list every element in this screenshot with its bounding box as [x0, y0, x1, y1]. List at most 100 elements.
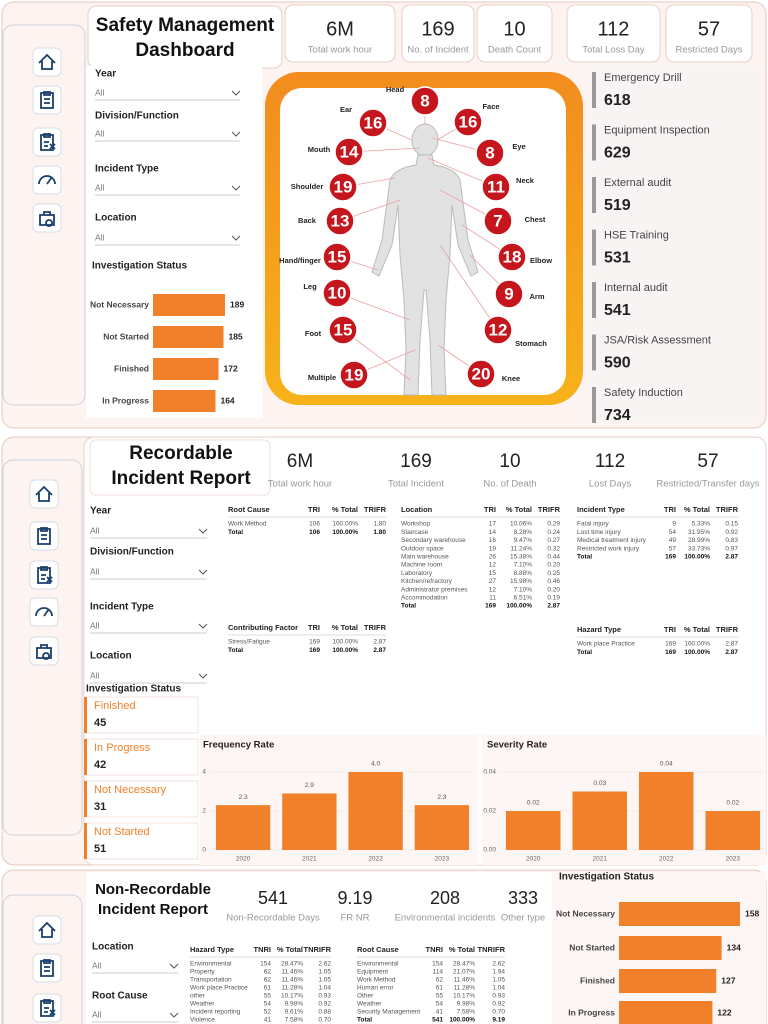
- table-cell: 169: [665, 649, 676, 656]
- dropdown-chevron[interactable]: [231, 185, 241, 191]
- table-cell: 2.87: [725, 649, 738, 656]
- filter-label: Incident Type: [90, 602, 154, 613]
- table-cell: 33.73%: [688, 545, 710, 552]
- table-cell: 26: [489, 554, 497, 561]
- table-cell: Total: [577, 649, 592, 656]
- activity-value: 519: [604, 197, 631, 214]
- y-tick-label: 4: [202, 769, 206, 776]
- activity-label: JSA/Risk Assessment: [604, 334, 711, 346]
- table-cell: 9: [672, 521, 676, 528]
- dropdown-chevron[interactable]: [231, 131, 241, 137]
- table-cell: 0.92: [318, 1001, 331, 1008]
- table-cell: 11.28%: [453, 985, 475, 992]
- table-header: TRIFR: [538, 505, 561, 514]
- dropdown-chevron[interactable]: [198, 569, 208, 575]
- nav-icon[interactable]: [29, 479, 59, 509]
- body-part-label: Leg: [303, 282, 317, 291]
- bar: [348, 772, 403, 850]
- nav-icon[interactable]: [32, 165, 62, 195]
- data-label: 0.04: [660, 761, 673, 768]
- filter-value: All: [90, 620, 100, 630]
- table-cell: Other: [357, 993, 374, 1000]
- dashboard-title: Recordable Incident Report: [111, 443, 251, 489]
- x-tick-label: 2023: [726, 856, 741, 863]
- body-marker: [494, 279, 524, 309]
- activity-bar: [592, 282, 596, 318]
- activity-value: 531: [604, 250, 631, 267]
- table-cell: 0.93: [318, 993, 331, 1000]
- filter-label: Location: [95, 213, 137, 224]
- body-count: 16: [459, 112, 478, 131]
- x-tick-label: 2021: [302, 856, 317, 863]
- filter-label: Division/Function: [95, 111, 179, 122]
- body-part-label: Neck: [516, 176, 535, 185]
- dropdown-chevron[interactable]: [169, 1012, 179, 1018]
- body-count: 16: [364, 113, 383, 132]
- body-part-label: Elbow: [530, 256, 552, 265]
- nav-glyph: [37, 527, 51, 545]
- dropdown-chevron[interactable]: [169, 963, 179, 969]
- table-cell: 169: [665, 554, 676, 561]
- dropdown-chevron[interactable]: [198, 623, 208, 629]
- dashboard-title: Safety Management Dashboard: [95, 15, 275, 61]
- nav-icon[interactable]: [32, 47, 62, 77]
- nav-icon[interactable]: [32, 953, 62, 983]
- table-cell: 169: [665, 641, 676, 648]
- body-part-label: Chest: [525, 215, 546, 224]
- table-cell: Total: [401, 603, 416, 610]
- data-label: 2.9: [305, 782, 314, 789]
- y-tick-label: 2: [202, 808, 206, 815]
- nav-icon[interactable]: [32, 85, 62, 115]
- table-cell: Secondary warehouse: [401, 537, 466, 544]
- table-cell: 57: [669, 545, 677, 552]
- table-cell: 62: [264, 977, 272, 984]
- table-cell: Total: [228, 529, 243, 536]
- table-cell: 31.95%: [688, 529, 710, 536]
- table-cell: 6.51%: [514, 595, 533, 602]
- nav-glyph: [35, 485, 53, 502]
- table-cell: 15: [489, 570, 497, 577]
- table-cell: 2.62: [318, 961, 331, 968]
- table-cell: 114: [433, 969, 444, 976]
- y-tick-label: 0: [202, 847, 206, 854]
- x-tick-label: 2022: [659, 856, 674, 863]
- x-tick-label: 2021: [593, 856, 608, 863]
- dropdown-chevron[interactable]: [198, 528, 208, 534]
- nav-icon[interactable]: [29, 521, 59, 551]
- table-cell: Property: [190, 969, 215, 976]
- table-header: TNRI: [254, 945, 272, 954]
- body-marker: [322, 242, 352, 272]
- table-cell: 169: [309, 639, 320, 646]
- kpi-value: 10: [503, 18, 525, 40]
- table-cell: Fatal injury: [577, 521, 610, 528]
- nav-icon[interactable]: [29, 597, 59, 627]
- table-cell: Weather: [357, 1001, 382, 1008]
- chart-title: Severity Rate: [487, 740, 547, 751]
- table-header: TRIFR: [716, 625, 739, 634]
- y-tick-label: In Progress: [568, 1007, 615, 1017]
- kpi-card: [401, 4, 475, 63]
- table-cell: 2.87: [373, 647, 386, 654]
- bar: [215, 805, 271, 850]
- dropdown-chevron[interactable]: [198, 673, 208, 679]
- nav-icon[interactable]: [29, 636, 59, 666]
- table-cell: 169: [485, 603, 496, 610]
- table-cell: Staircase: [401, 529, 428, 536]
- table-header: % Total: [684, 505, 710, 514]
- table-cell: 100.00%: [684, 649, 710, 656]
- table-cell: 9.61%: [285, 1009, 304, 1016]
- body-part-label: Back: [298, 216, 317, 225]
- dropdown-chevron[interactable]: [231, 90, 241, 96]
- y-tick-label: Finished: [114, 363, 149, 373]
- activity-bar: [592, 387, 596, 423]
- table-cell: 0.70: [318, 1017, 331, 1024]
- table-cell: Total: [357, 1017, 372, 1024]
- table-cell: 62: [264, 969, 272, 976]
- dropdown-chevron[interactable]: [231, 235, 241, 241]
- table-cell: 2.87: [373, 639, 386, 646]
- kpi-card: [665, 4, 753, 63]
- table-cell: Machine room: [401, 562, 442, 569]
- nav-icon[interactable]: [32, 915, 62, 945]
- nav-icon[interactable]: [32, 203, 62, 233]
- y-tick-label: Not Necessary: [556, 908, 615, 918]
